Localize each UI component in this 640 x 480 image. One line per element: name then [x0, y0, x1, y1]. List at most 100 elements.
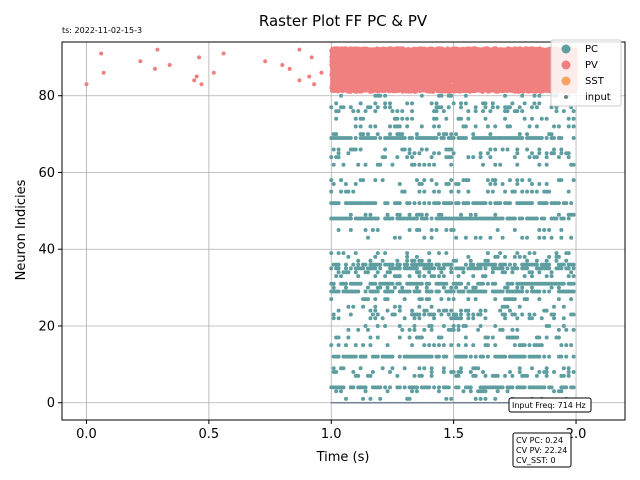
pc-spike [429, 216, 434, 221]
pc-spike [549, 385, 554, 390]
pc-spike [463, 285, 468, 290]
pc-spike [370, 370, 375, 375]
pc-spike [363, 289, 368, 294]
pc-spike [373, 274, 378, 279]
pc-spike [500, 266, 505, 271]
pc-spike [510, 373, 515, 378]
pc-spike [483, 373, 488, 378]
pc-spike [336, 228, 341, 233]
pc-spike [346, 189, 351, 194]
pc-spike [417, 304, 422, 309]
pc-spike [564, 354, 569, 359]
pc-spike [388, 101, 393, 106]
pc-spike [407, 212, 412, 217]
pc-spike [520, 216, 525, 221]
pc-spike [478, 155, 483, 160]
pc-spike [329, 189, 334, 194]
pc-spike [510, 327, 515, 332]
pc-spike [356, 109, 361, 114]
pc-spike [336, 335, 341, 340]
pc-spike [410, 135, 415, 140]
pc-spike [505, 304, 510, 309]
pc-spike [410, 389, 415, 394]
pc-spike [515, 162, 520, 167]
pc-spike [429, 370, 434, 375]
pc-spike [515, 251, 520, 256]
pc-spike [552, 147, 557, 152]
pc-spike [483, 389, 488, 394]
pc-spike [436, 389, 441, 394]
pc-spike [500, 147, 505, 152]
pc-spike [466, 201, 471, 206]
pc-spike [444, 281, 449, 286]
pc-spike [419, 147, 424, 152]
pc-spike [503, 189, 508, 194]
pc-spike [534, 216, 539, 221]
pc-spike [368, 105, 373, 110]
pc-spike [412, 201, 417, 206]
pc-spike [468, 389, 473, 394]
pc-spike [473, 373, 478, 378]
pc-spike [397, 281, 402, 286]
pc-spike [564, 327, 569, 332]
pc-spike [547, 266, 552, 271]
pc-spike [429, 304, 434, 309]
pc-spike [571, 212, 576, 217]
pc-spike [461, 270, 466, 275]
pc-spike [331, 312, 336, 317]
pc-spike [510, 101, 515, 106]
pc-spike [473, 124, 478, 129]
pc-spike [547, 289, 552, 294]
pc-spike [427, 385, 432, 390]
pc-spike [380, 366, 385, 371]
pc-spike [559, 147, 564, 152]
pc-spike [488, 201, 493, 206]
pc-spike [507, 178, 512, 183]
pc-spike [412, 151, 417, 156]
pc-spike [436, 343, 441, 348]
pc-spike [454, 312, 459, 317]
pc-spike [449, 262, 454, 267]
pc-spike [451, 151, 456, 156]
pc-spike [463, 354, 468, 359]
pc-spike [512, 343, 517, 348]
pc-spike [512, 254, 517, 259]
pc-spike [544, 162, 549, 167]
pc-spike [412, 323, 417, 328]
pc-spike [329, 251, 334, 256]
pc-spike [569, 235, 574, 240]
pc-spike [517, 254, 522, 259]
pc-spike [571, 312, 576, 317]
pc-spike [556, 297, 561, 302]
pc-spike [547, 254, 552, 259]
pc-spike [561, 366, 566, 371]
pc-spike [436, 289, 441, 294]
pc-spike [561, 281, 566, 286]
pc-spike [414, 216, 419, 221]
pc-spike [346, 327, 351, 332]
pc-spike [402, 316, 407, 321]
pc-spike [458, 370, 463, 375]
pc-spike [483, 105, 488, 110]
pc-spike [534, 124, 539, 129]
pc-spike [522, 354, 527, 359]
pc-spike [542, 354, 547, 359]
pc-spike [449, 162, 454, 167]
pc-spike [566, 189, 571, 194]
pc-spike [549, 132, 554, 137]
pc-spike [505, 389, 510, 394]
pc-spike [432, 312, 437, 317]
pc-spike [493, 297, 498, 302]
pc-spike [537, 354, 542, 359]
pc-spike [468, 212, 473, 217]
pc-spike [329, 105, 334, 110]
pc-spike [429, 178, 434, 183]
pc-spike [463, 101, 468, 106]
pc-spike [417, 228, 422, 233]
pc-spike [375, 312, 380, 317]
pc-spike [552, 304, 557, 309]
pc-spike [512, 297, 517, 302]
pc-spike [336, 201, 341, 206]
pc-spike [419, 212, 424, 217]
pc-spike [539, 316, 544, 321]
